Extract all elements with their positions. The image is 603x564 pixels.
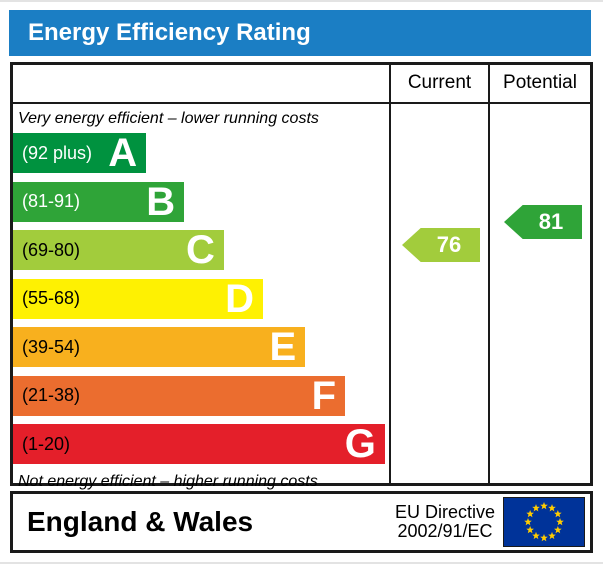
band-letter: D	[225, 276, 255, 321]
chart-title: Energy Efficiency Rating	[28, 19, 311, 46]
column-header-current: Current	[389, 65, 488, 102]
table-body-row: Very energy efficient – lower running co…	[13, 104, 590, 490]
eu-directive-line2: 2002/91/EC	[397, 521, 493, 541]
bands: (92 plus) A (81-91) B (69-80) C (55-68) D (39-54…	[13, 133, 389, 473]
rating-scale-column: Very energy efficient – lower running co…	[13, 104, 389, 490]
band-row-d: (55-68) D	[13, 276, 264, 321]
eu-flag-icon	[503, 497, 585, 547]
current-rating-arrow: 76	[402, 228, 480, 262]
eu-directive-line1: EU Directive	[394, 502, 495, 522]
current-rating-column: 76	[389, 104, 488, 483]
band-letter: B	[146, 179, 176, 224]
band-row-b: (81-91) B	[13, 179, 185, 224]
band-row-f: (21-38) F	[13, 373, 345, 418]
band-row-g: (1-20) G	[13, 424, 385, 464]
title-bar: Energy Efficiency Rating	[9, 10, 591, 56]
eu-directive-label: EU Directive 2002/91/EC	[395, 503, 503, 541]
band-row-c: (69-80) C	[13, 230, 224, 270]
rating-table: Current Potential Very energy efficient …	[10, 62, 593, 490]
band-letter: F	[311, 373, 336, 418]
band-range-label: (92 plus)	[22, 142, 93, 163]
footer-bar: England & Wales EU Directive 2002/91/EC	[10, 491, 593, 553]
band-row-a: (92 plus) A	[13, 131, 147, 175]
band-range-label: (55-68)	[22, 288, 81, 308]
potential-rating-value: 81	[538, 209, 564, 234]
band-letter: G	[344, 422, 376, 466]
band-row-e: (39-54) E	[13, 325, 306, 369]
current-rating-value: 76	[436, 232, 462, 257]
header-spacer-cell	[13, 65, 389, 102]
potential-rating-arrow: 81	[504, 205, 582, 239]
top-note: Very energy efficient – lower running co…	[18, 109, 319, 127]
region-label: England & Wales	[27, 506, 254, 537]
potential-rating-column: 81	[488, 104, 590, 483]
band-range-label: (1-20)	[22, 433, 71, 454]
band-letter: C	[186, 228, 215, 272]
band-range-label: (21-38)	[22, 385, 81, 405]
bottom-note: Not energy efficient – higher running co…	[18, 472, 318, 490]
band-letter: E	[269, 325, 297, 369]
band-letter: A	[108, 131, 138, 175]
column-header-potential: Potential	[488, 65, 590, 102]
band-range-label: (69-80)	[22, 239, 81, 260]
band-range-label: (39-54)	[22, 336, 81, 357]
band-range-label: (81-91)	[22, 191, 81, 211]
table-header-row: Current Potential	[13, 65, 590, 104]
